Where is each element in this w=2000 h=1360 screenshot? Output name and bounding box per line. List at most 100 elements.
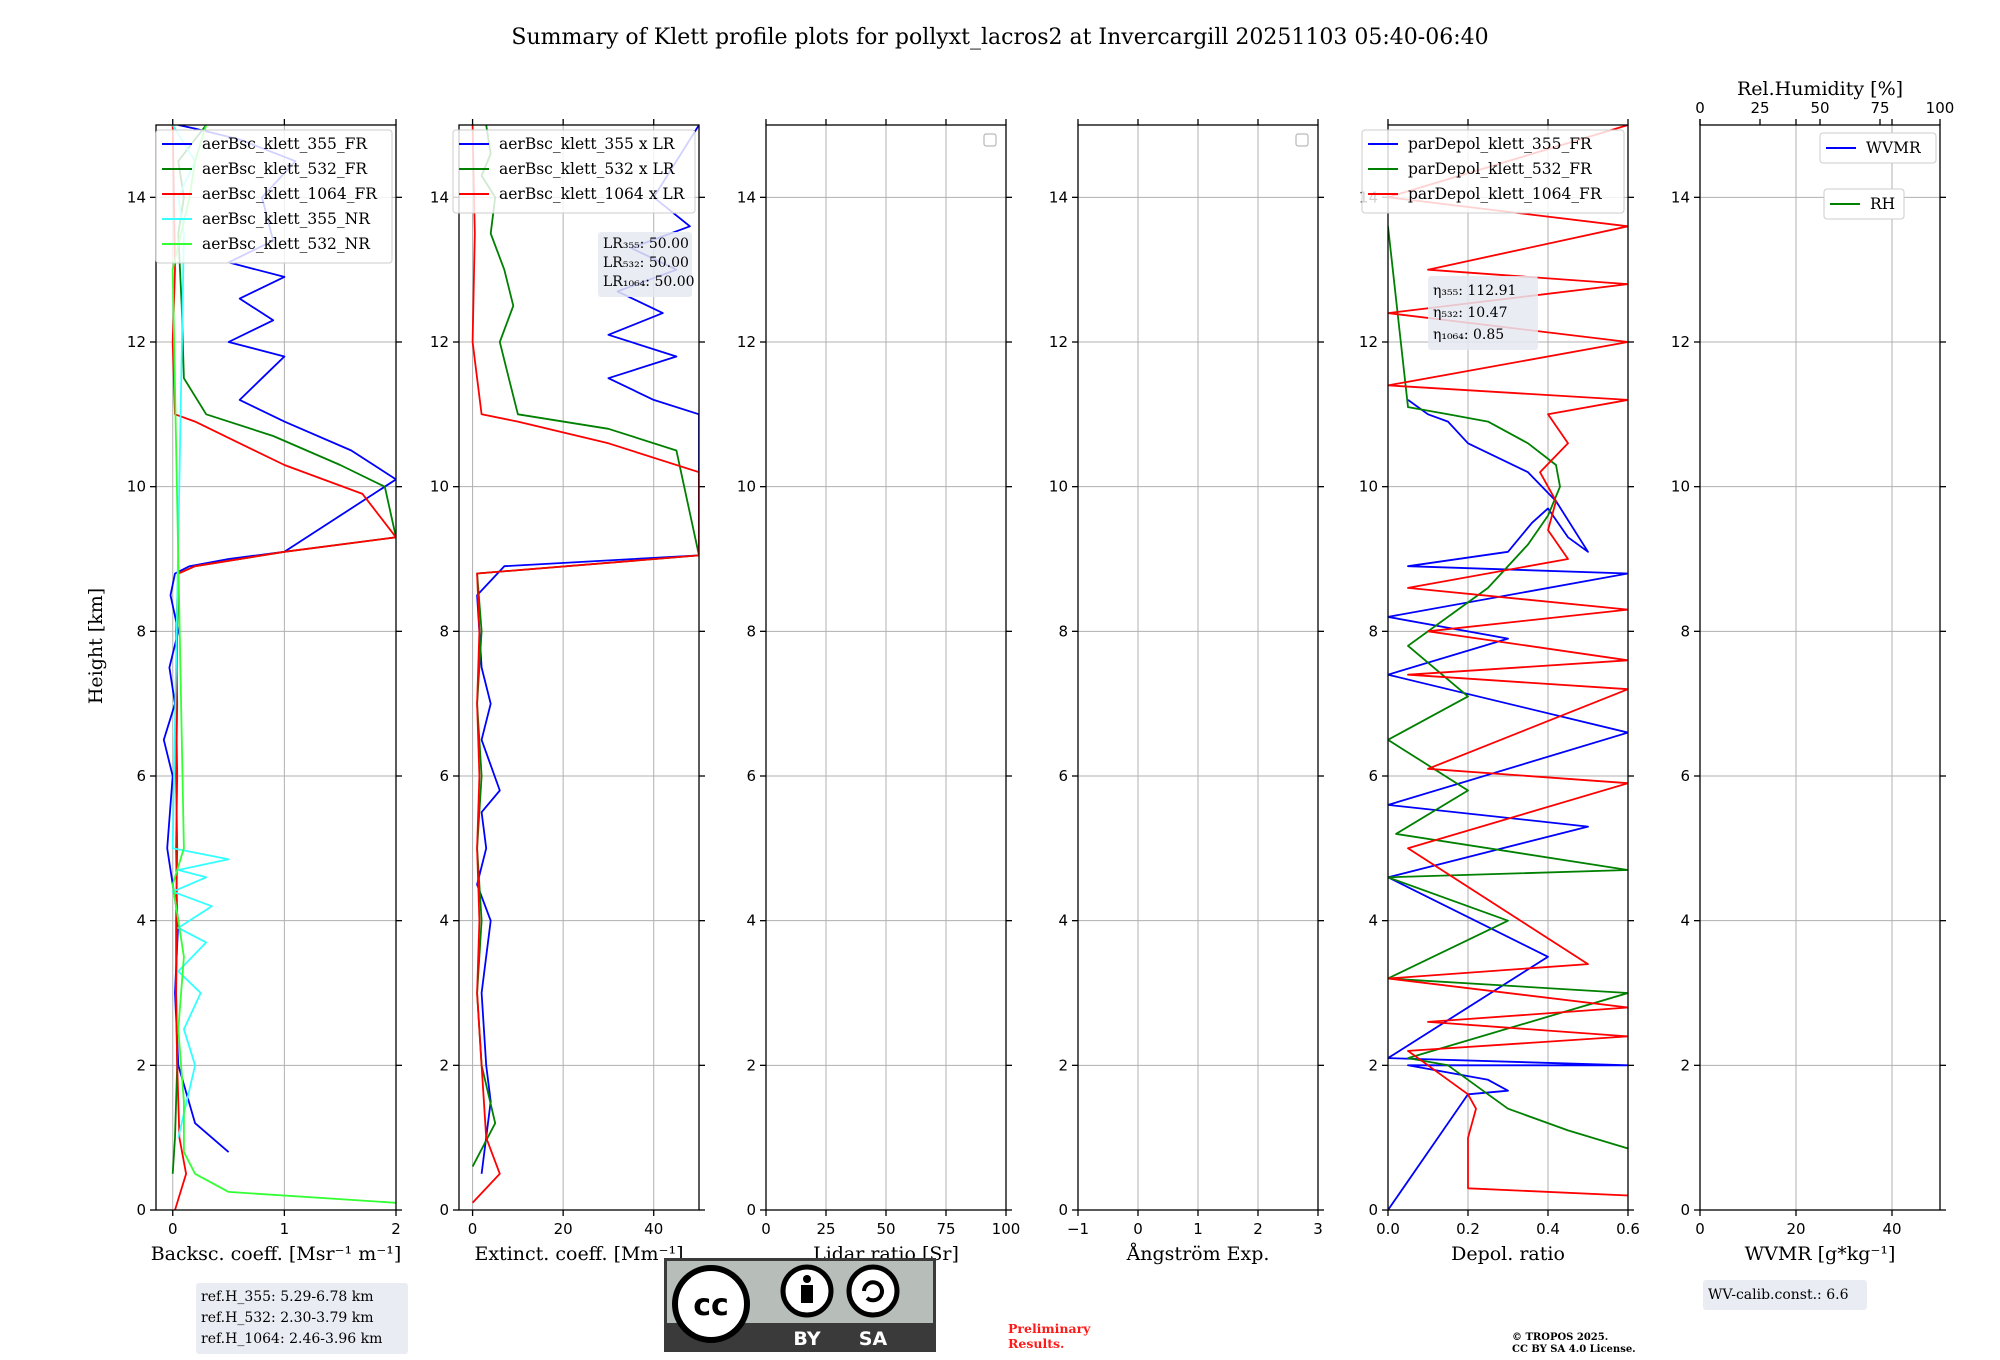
y-tick-label: 4 [1058,912,1068,930]
series-line-parDepol_klett_1064_FR [1388,125,1628,1197]
y-tick-label: 2 [1368,1056,1378,1074]
y-tick-label: 8 [746,622,756,640]
y-tick-label: 6 [746,767,756,785]
y-tick-label: 0 [1058,1201,1068,1219]
legend-label: parDepol_klett_355_FR [1408,135,1593,153]
y-tick-label: 4 [136,912,146,930]
y-tick-label: 8 [136,622,146,640]
x-axis-label-angstrom: Ångström Exp. [1126,1243,1270,1265]
copyright-line-2: CC BY SA 4.0 License. [1512,1344,1636,1355]
x-tick-label: 25 [816,1220,835,1238]
y-tick-label: 12 [430,333,449,351]
info-box-backscatter: ref.H_355: 5.29-6.78 km ref.H_532: 2.30-3… [196,1283,408,1354]
preliminary-line-2: Results. [1008,1336,1064,1351]
legend-label: aerBsc_klett_532 x LR [499,160,676,178]
attribution-icon-body [801,1285,813,1303]
panel-extinction: 0 2 4 6 8 10 12 14 0 20 40 Extinct. coeff. [Mm⁻¹] ae… [430,119,705,1265]
preliminary-line-1: Preliminary [1008,1321,1091,1336]
x-tick-label: 2 [391,1220,401,1238]
cc-icon-text: cc [693,1288,729,1323]
x-tick-label: 50 [876,1220,895,1238]
y-tick-label: 6 [439,767,449,785]
attribution-icon-head [803,1275,811,1283]
empty-legend-box [983,133,997,147]
axes-frame-wvmr [1699,124,1941,1211]
axes-frame-extinction [458,124,700,1211]
info-box-line: ref.H_355: 5.29-6.78 km [201,1289,374,1305]
legend-label: aerBsc_klett_1064_FR [202,185,378,203]
info-box-bg [598,232,692,297]
axes-frame-backscatter [155,124,397,1211]
legend-label: aerBsc_klett_355_FR [202,135,368,153]
x-tick-label: −1 [1067,1220,1089,1238]
x-tick-label: 1 [1193,1220,1203,1238]
copyright-note: © TROPOS 2025. CC BY SA 4.0 License. [1512,1332,1636,1355]
legend-box [1361,129,1625,214]
y-tick-label: 12 [127,333,146,351]
legend-label: aerBsc_klett_355_NR [202,210,371,228]
y-tick-label: 2 [1058,1056,1068,1074]
x-tick-label: 0 [1695,1220,1705,1238]
legend-box [452,129,696,214]
legend-label: aerBsc_klett_355 x LR [499,135,676,153]
grid-angstrom [1077,125,1319,1211]
top-x-tick-label: 0 [1695,99,1705,117]
x-tick-label: 1 [280,1220,290,1238]
info-box-line: LR₃₅₅: 50.00 [603,236,689,252]
legend-label: WVMR [1866,139,1922,157]
share-alike-icon [846,1264,900,1318]
x-tick-label: 40 [644,1220,663,1238]
y-tick-label: 14 [737,188,756,206]
y-tick-label: 2 [746,1056,756,1074]
legend-label: aerBsc_klett_1064 x LR [499,185,686,203]
y-tick-label: 0 [746,1201,756,1219]
y-tick-label: 14 [127,188,146,206]
panel-wvmr: 0 2 4 6 8 10 12 14 0 20 40 WVMR [g*kg⁻¹] 0 25 50 75 100 R… [1671,78,1954,1310]
top-x-tick-label: 75 [1870,99,1889,117]
legend-label: aerBsc_klett_532_FR [202,160,368,178]
y-tick-label: 6 [1058,767,1068,785]
y-tick-label: 2 [1680,1056,1690,1074]
cc-by-text: BY [793,1328,820,1350]
y-tick-label: 10 [737,478,756,496]
x-tick-label: 2 [1253,1220,1263,1238]
y-tick-label: 0 [136,1201,146,1219]
y-tick-label: 8 [1058,622,1068,640]
series-line-parDepol_klett_532_FR [1388,226,1628,1150]
y-tick-label: 14 [430,188,449,206]
x-tick-label: 0.6 [1616,1220,1640,1238]
x-tick-label: 40 [1882,1220,1901,1238]
y-tick-label: 4 [1680,912,1690,930]
cc-sa-text: SA [859,1328,888,1350]
y-tick-label: 12 [737,333,756,351]
x-axis-label-depol: Depol. ratio [1451,1243,1565,1265]
x-tick-label: 20 [1786,1220,1805,1238]
legend-wvmr: WVMR RH [1819,132,1937,220]
y-axis-label: Height [km] [85,588,107,704]
legend-box [1823,188,1905,220]
x-tick-label: 0.2 [1456,1220,1480,1238]
y-tick-label: 0 [1368,1201,1378,1219]
y-tick-label: 12 [1049,333,1068,351]
y-tick-label: 6 [1368,767,1378,785]
y-tick-label: 10 [430,478,449,496]
x-tick-label: 0 [1133,1220,1143,1238]
figure-title: Summary of Klett profile plots for polly… [511,25,1488,50]
axes-frame-depol [1387,124,1629,1211]
info-box-wvmr: WV-calib.const.: 6.6 [1703,1280,1867,1310]
top-axis-label: Rel.Humidity [%] [1737,78,1903,100]
series-depol [1388,125,1628,1210]
info-box-line: η₃₅₅: 112.91 [1433,283,1516,299]
y-tick-label: 4 [746,912,756,930]
y-tick-label: 10 [1671,478,1690,496]
legend-label: parDepol_klett_1064_FR [1408,185,1603,203]
y-tick-label: 14 [1671,188,1690,206]
info-box-bg [1703,1280,1867,1310]
y-tick-label: 10 [127,478,146,496]
legend-label: parDepol_klett_532_FR [1408,160,1593,178]
